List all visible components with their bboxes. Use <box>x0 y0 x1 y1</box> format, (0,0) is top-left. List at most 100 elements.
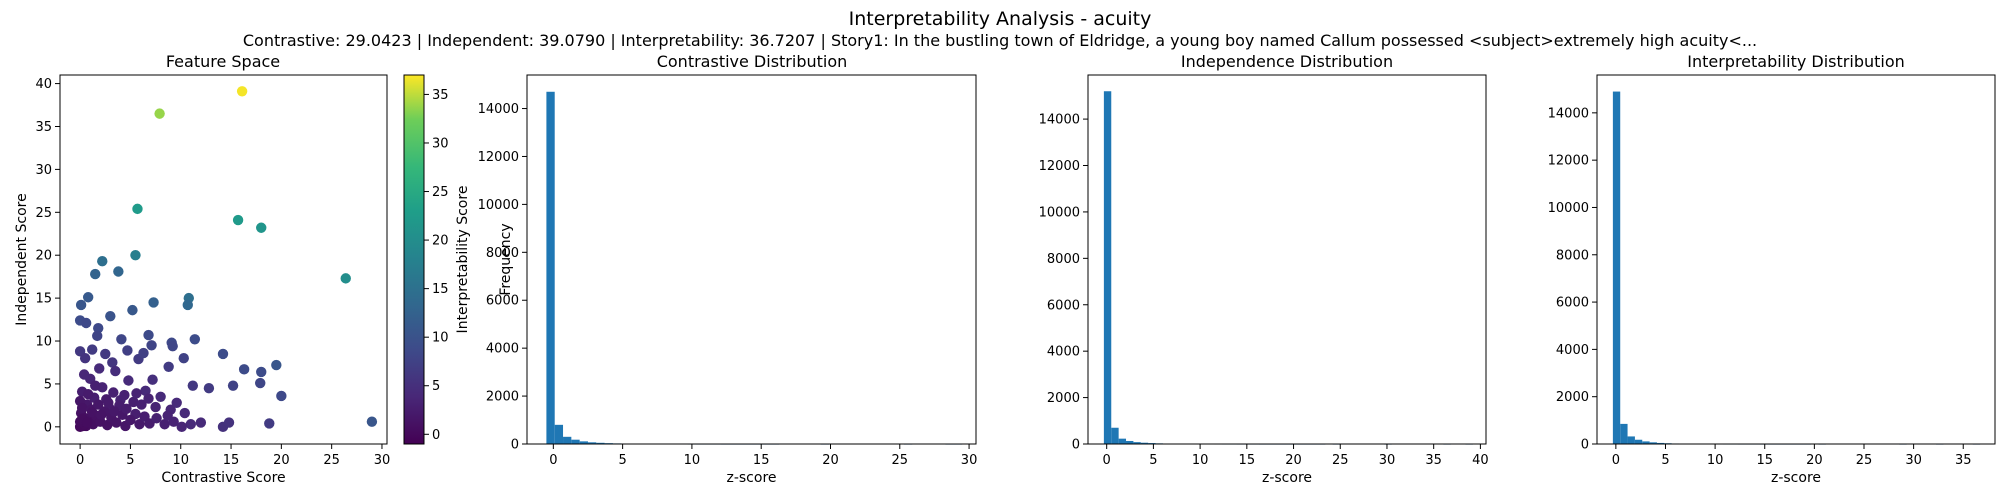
y-tick-label: 0 <box>1581 438 1589 453</box>
x-tick-label: 25 <box>892 453 909 468</box>
histogram-bar <box>1118 438 1127 444</box>
scatter-point <box>146 340 157 351</box>
histogram-bar <box>546 91 555 445</box>
histogram-bar <box>1656 442 1665 444</box>
scatter-point <box>151 413 162 424</box>
y-tick-label: 0 <box>511 438 519 453</box>
scatter-point <box>148 297 159 308</box>
scatter-point <box>75 299 87 311</box>
y-tick-label: 8000 <box>486 246 519 261</box>
scatter-point <box>116 334 127 345</box>
scatter-point <box>128 396 139 408</box>
x-tick-label: 25 <box>323 453 340 468</box>
scatter-point <box>167 340 178 352</box>
histogram-bar <box>1649 442 1657 444</box>
histogram-bar <box>1634 439 1643 444</box>
y-tick-label: 6000 <box>486 294 519 309</box>
y-tick-label: 4000 <box>1047 345 1080 360</box>
scatter-point <box>78 369 90 380</box>
scatter-point <box>271 359 282 371</box>
scatter-point <box>103 397 114 409</box>
y-tick-label: 2000 <box>1047 391 1080 406</box>
scatter-point <box>150 401 161 413</box>
y-tick-label: 2000 <box>1556 390 1589 405</box>
scatter-point <box>147 374 158 385</box>
scatter-point <box>125 414 136 426</box>
y-tick-label: 10000 <box>1548 201 1589 216</box>
x-tick-label: 5 <box>126 453 134 468</box>
scatter-point <box>113 266 124 277</box>
scatter-point <box>255 377 266 389</box>
x-tick-label: 5 <box>1149 453 1157 468</box>
scatter-point <box>87 407 98 418</box>
histogram-bar <box>1111 427 1119 444</box>
colorbar-frame <box>403 74 425 445</box>
y-tick-label: 10 <box>35 335 52 350</box>
scatter-point <box>178 352 189 364</box>
scatter-point <box>93 322 104 334</box>
figure-title: Interpretability Analysis - acuity <box>849 8 1152 30</box>
colorbar-tick-label: 20 <box>432 234 449 249</box>
scatter-point <box>96 409 107 421</box>
scatter-point <box>159 419 170 430</box>
interpretability-distribution-panel: 0 5 10 15 20 25 30 35 0 2000 4000 6000 8000 10000 1200… <box>1548 52 1996 486</box>
y-tick-label: 20 <box>35 249 52 264</box>
colorbar-tick-label: 35 <box>432 88 449 103</box>
scatter-point <box>79 352 91 364</box>
x-tick-label: 20 <box>1285 453 1302 468</box>
y-tick-label: 15 <box>35 292 52 307</box>
scatter-point <box>109 406 120 417</box>
x-tick-label: 15 <box>1239 453 1256 468</box>
scatter-point <box>217 348 229 360</box>
y-tick-label: 14000 <box>478 102 519 117</box>
scatter-point <box>236 86 248 97</box>
x-tick-label: 35 <box>1955 453 1972 468</box>
x-tick-label: 20 <box>822 453 839 468</box>
scatter-point <box>82 292 94 303</box>
x-tick-label: 10 <box>172 453 189 468</box>
y-tick-label: 40 <box>35 77 52 92</box>
histogram-bar <box>1126 440 1134 444</box>
y-tick-label: 0 <box>1072 438 1080 453</box>
scatter-point <box>340 273 351 284</box>
scatter-point <box>80 317 92 329</box>
y-tick-label: 12000 <box>478 150 519 165</box>
y-tick-label: 8000 <box>1047 252 1080 267</box>
colorbar-tick-label: 0 <box>432 428 440 443</box>
scatter-point <box>94 363 105 374</box>
x-tick-label: 0 <box>1612 453 1620 468</box>
x-tick-label: 30 <box>1905 453 1922 468</box>
colorbar-tick-label: 5 <box>432 379 440 394</box>
x-tick-label: 30 <box>961 453 978 468</box>
y-tick-label: 10000 <box>1039 205 1080 220</box>
x-tick-label: 15 <box>1756 453 1773 468</box>
y-tick-label: 14000 <box>1548 106 1589 121</box>
y-tick-label: 6000 <box>1047 298 1080 313</box>
y-tick-label: 5 <box>44 377 52 392</box>
scatter-point <box>143 329 154 341</box>
scatter-point <box>195 417 207 428</box>
y-tick-label: 35 <box>35 120 52 135</box>
y-tick-label: 10000 <box>478 198 519 213</box>
x-tick-label: 0 <box>1103 453 1111 468</box>
x-tick-label: 15 <box>223 453 240 468</box>
panel-title: Interpretability Distribution <box>1687 52 1905 71</box>
scatter-point <box>223 417 235 428</box>
scatter-point <box>100 348 111 360</box>
scatter-point <box>179 407 190 419</box>
x-tick-label: 35 <box>1425 453 1442 468</box>
colorbar-label: Interpretability Score <box>455 186 471 334</box>
scatter-point <box>90 268 101 280</box>
panel-title: Feature Space <box>166 52 280 71</box>
x-axis-label: z-score <box>1771 470 1821 486</box>
colorbar-tick-label: 25 <box>432 185 449 200</box>
plot-frame <box>1087 74 1487 445</box>
y-tick-label: 8000 <box>1556 248 1589 263</box>
scatter-point <box>227 380 239 391</box>
y-tick-label: 30 <box>35 163 52 178</box>
scatter-point <box>87 344 98 355</box>
x-tick-label: 5 <box>1661 453 1669 468</box>
y-axis-label: Frequency <box>498 223 514 295</box>
x-tick-label: 10 <box>1707 453 1724 468</box>
plot-frame <box>59 74 388 445</box>
